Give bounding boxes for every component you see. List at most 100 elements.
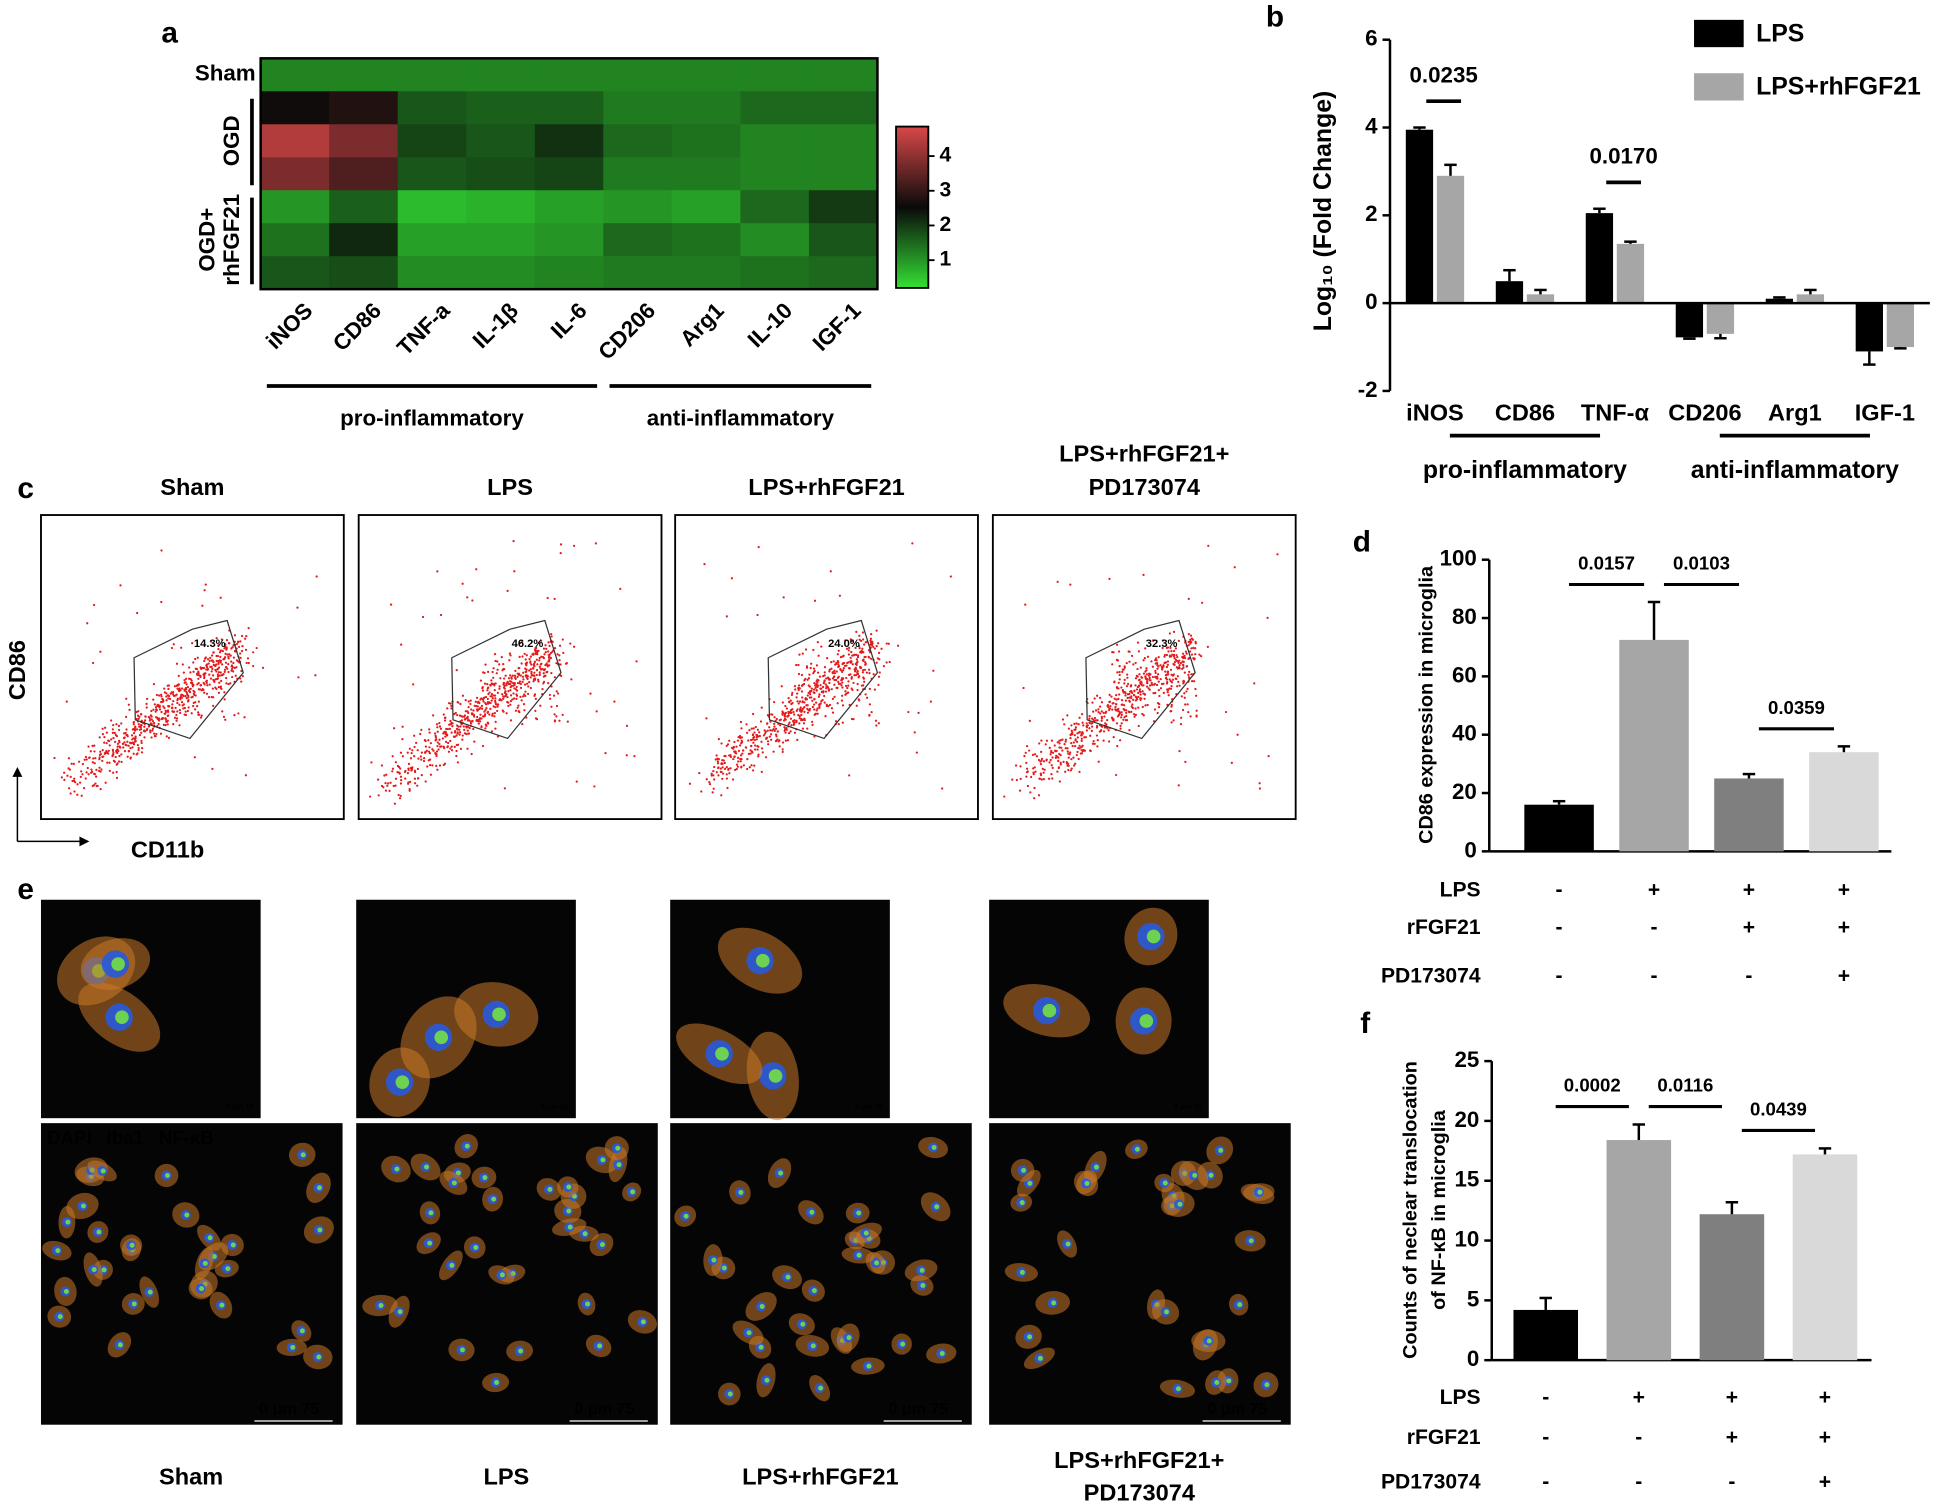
nfkb-signal: [57, 1314, 63, 1320]
flow-dot: [1177, 661, 1180, 664]
flow-dot: [810, 689, 813, 693]
flow-dot: [192, 670, 195, 673]
flow-dot: [1134, 677, 1138, 680]
condition-sign: +: [1648, 879, 1660, 902]
flow-dot: [1042, 760, 1046, 763]
nfkb-signal: [582, 1231, 588, 1237]
flow-dot: [502, 710, 505, 713]
flow-dot: [178, 724, 181, 727]
flow-dot: [1126, 673, 1129, 676]
condition-sign: +: [1819, 1426, 1831, 1449]
flow-dot: [230, 647, 233, 650]
flow-dot: [764, 732, 767, 735]
flow-dot: [792, 710, 795, 714]
flow-dot: [1172, 630, 1176, 634]
nfkb-signal: [599, 1242, 605, 1248]
flow-dot: [461, 734, 464, 737]
condition-sign: +: [1726, 1386, 1738, 1409]
flow-dot: [842, 669, 845, 672]
flow-dot: [492, 667, 495, 670]
flow-dot: [380, 764, 384, 767]
flow-dot: [443, 716, 447, 719]
nfkb-signal: [566, 1184, 572, 1190]
flow-dot: [561, 638, 564, 641]
flow-dot: [223, 691, 226, 694]
flow-dot: [1172, 662, 1175, 666]
flow-dot: [832, 675, 836, 678]
flow-dot: [126, 755, 129, 758]
flow-dot: [816, 671, 820, 674]
flow-dot: [1111, 663, 1114, 666]
flow-dot: [408, 780, 412, 784]
flow-dot: [443, 747, 446, 750]
flow-dot: [214, 686, 217, 689]
heatmap-cell: [260, 256, 330, 290]
nfkb-signal: [755, 953, 770, 968]
flow-dot: [1168, 687, 1171, 690]
flow-dot: [217, 691, 221, 694]
flow-dot: [851, 663, 854, 666]
flow-dot: [798, 722, 801, 725]
heatmap-cell: [603, 58, 673, 93]
flow-dot: [216, 675, 220, 678]
flow-dot: [186, 686, 190, 689]
condition-sign: -: [1542, 1471, 1549, 1494]
nfkb-signal: [1214, 1380, 1220, 1386]
flow-dot: [793, 722, 796, 726]
flow-dot: [115, 770, 118, 774]
flow-dot: [862, 638, 865, 641]
flow-dot: [481, 698, 485, 701]
flow-dot: [67, 787, 71, 790]
flow-dot: [401, 738, 404, 741]
flow-dot: [539, 663, 542, 666]
flow-dot: [107, 752, 110, 755]
flow-dot: [1061, 718, 1065, 721]
flow-dot: [735, 763, 739, 766]
flow-dot: [1172, 653, 1176, 656]
flow-dot: [1074, 762, 1077, 765]
flow-dot: [533, 662, 536, 665]
nfkb-signal: [395, 1075, 410, 1090]
flow-dot: [223, 668, 227, 671]
flow-dot: [406, 772, 410, 775]
flow-dot: [219, 685, 223, 688]
flow-dot: [812, 667, 816, 670]
flow-dot: [455, 727, 459, 730]
flow-dot: [625, 754, 628, 757]
flow-dot: [425, 749, 428, 752]
flow-dot: [776, 730, 779, 733]
flow-dot: [1074, 738, 1077, 741]
flow-dot: [534, 717, 538, 720]
flow-dot: [498, 687, 501, 690]
heatmap-cell: [329, 124, 399, 159]
flow-dot: [199, 716, 203, 719]
flow-dot: [815, 701, 818, 704]
flow-dot: [370, 761, 373, 764]
arrow-head: [12, 766, 23, 777]
y-tick-label: -2: [1358, 377, 1378, 402]
flow-dot: [1195, 715, 1198, 718]
flow-dot: [140, 751, 144, 754]
flow-dot: [79, 775, 82, 779]
flow-dot: [1155, 683, 1159, 687]
flow-dot: [1123, 678, 1126, 682]
flow-dot: [726, 786, 729, 790]
panel-label: e: [17, 873, 34, 906]
flow-dot: [1051, 751, 1055, 754]
flow-dot: [806, 707, 809, 711]
flow-dot: [1230, 761, 1233, 764]
flow-dot: [449, 739, 452, 743]
flow-dot: [828, 703, 832, 707]
flow-dot: [730, 577, 734, 580]
flow-dot: [463, 732, 467, 735]
heatmap-cell: [397, 190, 467, 224]
flow-dot: [315, 575, 318, 578]
flow-dot: [1067, 727, 1071, 730]
flow-dot: [789, 730, 792, 733]
flow-dot: [1141, 690, 1144, 693]
flow-dot: [1166, 680, 1169, 684]
flow-dot: [840, 684, 843, 687]
heatmap-cell: [260, 91, 330, 126]
flow-dot: [783, 714, 786, 717]
bar: [1616, 243, 1645, 304]
